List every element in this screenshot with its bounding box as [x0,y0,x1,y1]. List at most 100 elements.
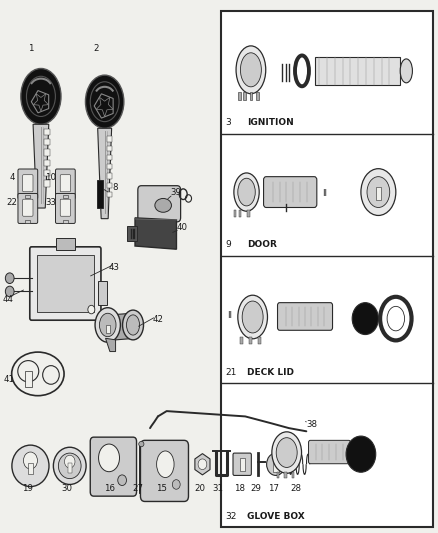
Bar [107,183,112,188]
Text: 22: 22 [7,198,18,207]
Circle shape [352,303,378,335]
Text: 40: 40 [177,223,187,232]
Ellipse shape [240,53,261,87]
Text: 3: 3 [226,118,231,127]
Ellipse shape [53,447,86,484]
Text: 19: 19 [22,484,33,493]
Text: 42: 42 [152,315,163,324]
Ellipse shape [99,444,120,472]
Text: 16: 16 [104,484,115,493]
FancyBboxPatch shape [23,199,33,216]
Text: 38: 38 [306,421,317,430]
Bar [258,337,261,344]
Text: 18: 18 [233,484,244,493]
FancyBboxPatch shape [264,176,317,207]
Ellipse shape [42,366,59,384]
Bar [25,220,30,223]
Bar [25,371,32,387]
Ellipse shape [267,453,285,475]
Ellipse shape [12,445,49,487]
Polygon shape [33,124,49,208]
Text: 8: 8 [113,183,118,192]
Bar [98,281,107,305]
FancyBboxPatch shape [56,169,75,199]
Circle shape [346,436,376,472]
Text: 29: 29 [250,484,261,493]
Text: 27: 27 [133,484,144,493]
Ellipse shape [361,168,396,215]
Ellipse shape [238,178,255,206]
Bar [44,139,49,146]
Bar [107,136,112,142]
Bar [315,57,400,85]
Bar [56,238,75,250]
FancyBboxPatch shape [233,453,251,475]
Bar [107,192,112,197]
FancyBboxPatch shape [18,193,38,223]
Polygon shape [106,338,116,352]
Bar [139,445,144,493]
Bar [239,210,241,216]
Bar [63,220,68,223]
Bar [243,92,246,100]
Text: IGNITION: IGNITION [247,118,294,127]
Text: 2: 2 [93,44,99,53]
Text: DOOR: DOOR [247,240,277,249]
Ellipse shape [367,176,390,207]
Text: 1: 1 [28,44,33,53]
Circle shape [5,286,14,297]
Text: GLOVE BOX: GLOVE BOX [247,512,305,521]
Circle shape [24,452,37,469]
Circle shape [64,455,75,468]
FancyBboxPatch shape [23,175,33,192]
Bar [240,458,245,471]
Polygon shape [98,128,112,219]
FancyBboxPatch shape [60,199,71,216]
Ellipse shape [95,308,120,342]
Bar [250,92,252,100]
Ellipse shape [400,59,413,83]
Ellipse shape [155,198,171,212]
Ellipse shape [276,438,297,467]
Text: II: II [227,311,233,320]
Bar [28,463,33,474]
Bar [44,160,49,166]
Text: 9: 9 [226,240,231,249]
Bar [247,210,250,216]
Ellipse shape [123,310,144,340]
Ellipse shape [238,295,268,339]
Bar [249,337,252,344]
Polygon shape [195,454,210,475]
Text: 39: 39 [170,188,181,197]
Bar [292,472,294,478]
Ellipse shape [99,313,116,337]
Text: 17: 17 [268,484,279,493]
Circle shape [118,475,127,486]
Bar [63,195,68,198]
Ellipse shape [242,301,263,333]
Bar [44,180,49,187]
Bar [37,255,94,312]
Text: II: II [323,189,328,198]
Text: 4: 4 [9,173,15,182]
Ellipse shape [139,441,144,447]
Circle shape [5,273,14,284]
Text: DECK LID: DECK LID [247,368,294,377]
Polygon shape [103,313,136,340]
Ellipse shape [18,361,39,382]
Ellipse shape [21,68,61,124]
FancyBboxPatch shape [90,437,137,496]
Bar [284,472,287,478]
Bar [107,155,112,160]
FancyBboxPatch shape [138,185,180,222]
Ellipse shape [234,173,259,211]
Bar [240,337,243,344]
Bar [256,92,259,100]
Bar [273,457,279,472]
Bar [234,210,236,216]
FancyBboxPatch shape [30,247,101,320]
Bar [67,463,72,473]
Bar [25,195,30,198]
Bar [44,170,49,176]
Ellipse shape [58,453,81,479]
